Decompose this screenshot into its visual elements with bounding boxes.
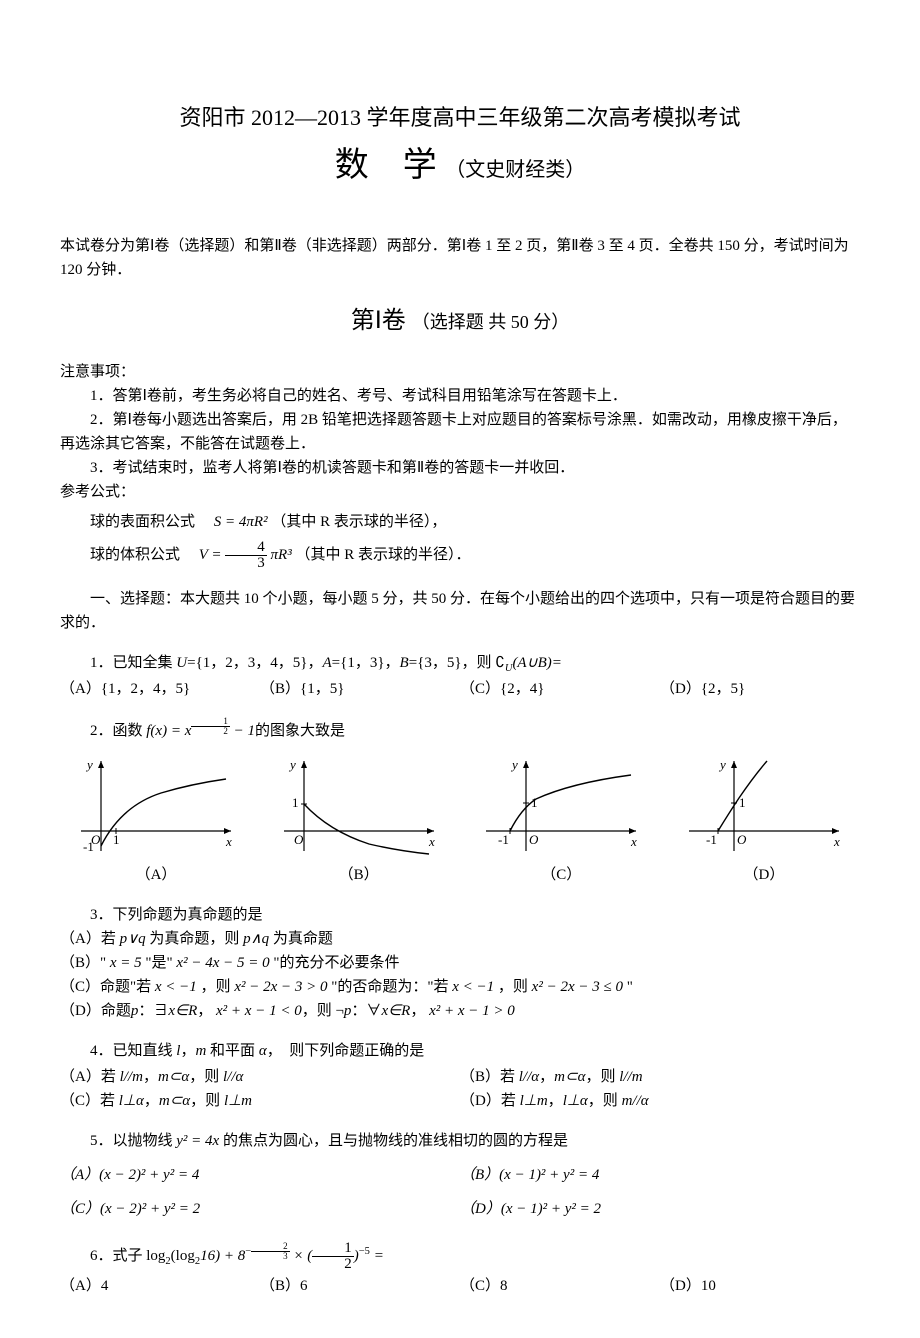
q4-opt-b: （B）若 l//α，m⊂α，则 l//m [460, 1065, 860, 1089]
question-3: 3．下列命题为真命题的是 （A）若 p∨q 为真命题，则 p∧q 为真命题 （B… [60, 903, 860, 1023]
q3-opt-a: （A）若 p∨q 为真命题，则 p∧q 为真命题 [60, 927, 860, 951]
q1-opt-c: （C）{2，4} [460, 677, 660, 701]
svg-text:-1: -1 [498, 832, 509, 847]
q4-options: （A）若 l//m，m⊂α，则 l//α （B）若 l//α，m⊂α，则 l//… [60, 1065, 860, 1113]
q1-stem: 1．已知全集 U={1，2，3，4，5}，A={1，3}，B={3，5}，则 ∁… [60, 651, 860, 675]
q2-label-d: （D） [668, 863, 860, 887]
question-5: 5．以抛物线 y² = 4x 的焦点为圆心，且与抛物线的准线相切的圆的方程是 （… [60, 1129, 860, 1221]
q2-graph-d: x y O -1 1 （D） [668, 751, 860, 887]
volume-math: V = [199, 547, 226, 563]
q5-stem: 5．以抛物线 y² = 4x 的焦点为圆心，且与抛物线的准线相切的圆的方程是 [60, 1129, 860, 1153]
graph-d-svg: x y O -1 1 [679, 751, 849, 861]
q2-stem: 2．函数 f(x) = x12 − 1的图象大致是 [60, 717, 860, 743]
q2-graph-a: x y O 1 -1 （A） [60, 751, 252, 887]
notice-title: 注意事项： [60, 360, 860, 384]
volume-math-2: πR³ [271, 547, 292, 563]
svg-text:x: x [833, 834, 840, 849]
svg-text:y: y [510, 757, 518, 772]
q2-graphs: x y O 1 -1 （A） x y O 1 [60, 751, 860, 887]
part1-title: 第Ⅰ卷 （选择题 共 50 分） [60, 302, 860, 340]
graph-b-svg: x y O 1 [274, 751, 444, 861]
q5-opt-a: （A）(x − 2)² + y² = 4 [60, 1163, 460, 1187]
graph-a-svg: x y O 1 -1 [71, 751, 241, 861]
q1-options: （A）{1，2，4，5} （B）{1，5} （C）{2，4} （D）{2，5} [60, 677, 860, 701]
surface-suffix: （其中 R 表示球的半径）， [271, 514, 446, 530]
question-4: 4．已知直线 l，m 和平面 α， 则下列命题正确的是 （A）若 l//m，m⊂… [60, 1039, 860, 1113]
q6-options: （A）4 （B）6 （C）8 （D）10 [60, 1274, 860, 1298]
svg-text:x: x [225, 834, 232, 849]
q1-opt-b: （B）{1，5} [260, 677, 460, 701]
volume-frac: 4 3 [225, 540, 267, 571]
part1-paren: （选择题 共 50 分） [412, 312, 570, 332]
svg-text:-1: -1 [706, 832, 717, 847]
q2-graph-b: x y O 1 （B） [263, 751, 455, 887]
svg-text:1: 1 [292, 795, 299, 810]
svg-text:y: y [718, 757, 726, 772]
notice-item: 2．第Ⅰ卷每小题选出答案后，用 2B 铅笔把选择题答题卡上对应题目的答案标号涂黑… [60, 408, 860, 456]
svg-text:1: 1 [113, 832, 120, 847]
surface-math: S = 4πR² [214, 514, 268, 530]
q1-opt-d: （D）{2，5} [660, 677, 860, 701]
surface-prefix: 球的表面积公式 [90, 514, 210, 530]
svg-text:O: O [737, 832, 747, 847]
notice-item: 3．考试结束时，监考人将第Ⅰ卷的机读答题卡和第Ⅱ卷的答题卡一并收回． [60, 456, 860, 480]
q6-opt-c: （C）8 [460, 1274, 660, 1298]
q2-label-c: （C） [465, 863, 657, 887]
volume-prefix: 球的体积公式 [90, 547, 195, 563]
q3-opt-d: （D）命题p：∃x∈R， x² + x − 1 < 0，则 ¬p：∀x∈R， x… [60, 999, 860, 1023]
graph-c-svg: x y O -1 1 [476, 751, 646, 861]
surface-formula: 球的表面积公式 S = 4πR² （其中 R 表示球的半径）， [60, 510, 860, 534]
subject-name: 数 学 [335, 147, 437, 184]
svg-text:O: O [294, 832, 304, 847]
volume-suffix: （其中 R 表示球的半径）． [295, 547, 470, 563]
q6-opt-d: （D）10 [660, 1274, 860, 1298]
q2-graph-c: x y O -1 1 （C） [465, 751, 657, 887]
q4-opt-a: （A）若 l//m，m⊂α，则 l//α [60, 1065, 460, 1089]
main-title: 资阳市 2012—2013 学年度高中三年级第二次高考模拟考试 [60, 100, 860, 135]
q5-opt-b: （B）(x − 1)² + y² = 4 [460, 1163, 860, 1187]
question-6: 6．式子 log2(log216) + 8−23 × (12)−5 = （A）4… [60, 1241, 860, 1298]
svg-text:x: x [428, 834, 435, 849]
q2-label-a: （A） [60, 863, 252, 887]
subject-title: 数 学 （文史财经类） [60, 139, 860, 193]
q5-opt-c: （C）(x − 2)² + y² = 2 [60, 1197, 460, 1221]
question-1: 1．已知全集 U={1，2，3，4，5}，A={1，3}，B={3，5}，则 ∁… [60, 651, 860, 701]
notice-block: 注意事项： 1．答第Ⅰ卷前，考生务必将自己的姓名、考号、考试科目用铅笔涂写在答题… [60, 360, 860, 480]
q4-opt-c: （C）若 l⊥α，m⊂α，则 l⊥m [60, 1089, 460, 1113]
q4-opt-d: （D）若 l⊥m，l⊥α，则 m//α [460, 1089, 860, 1113]
q2-label-b: （B） [263, 863, 455, 887]
q3-opt-c: （C）命题"若 x < −1 ，则 x² − 2x − 3 > 0 "的否命题为… [60, 975, 860, 999]
svg-text:O: O [529, 832, 539, 847]
q1-opt-a: （A）{1，2，4，5} [60, 677, 260, 701]
q6-opt-b: （B）6 [260, 1274, 460, 1298]
notice-item: 1．答第Ⅰ卷前，考生务必将自己的姓名、考号、考试科目用铅笔涂写在答题卡上． [60, 384, 860, 408]
exam-intro: 本试卷分为第Ⅰ卷（选择题）和第Ⅱ卷（非选择题）两部分．第Ⅰ卷 1 至 2 页，第… [60, 234, 860, 282]
q5-options: （A）(x − 2)² + y² = 4 （B）(x − 1)² + y² = … [60, 1163, 860, 1221]
q3-stem: 3．下列命题为真命题的是 [60, 903, 860, 927]
svg-text:y: y [288, 757, 296, 772]
question-2: 2．函数 f(x) = x12 − 1的图象大致是 x y O 1 -1 （A） [60, 717, 860, 887]
q4-stem: 4．已知直线 l，m 和平面 α， 则下列命题正确的是 [60, 1039, 860, 1063]
svg-text:y: y [85, 757, 93, 772]
q3-opt-b: （B）" x = 5 "是" x² − 4x − 5 = 0 "的充分不必要条件 [60, 951, 860, 975]
subject-category: （文史财经类） [445, 159, 585, 181]
q6-opt-a: （A）4 [60, 1274, 260, 1298]
q6-stem: 6．式子 log2(log216) + 8−23 × (12)−5 = [60, 1241, 860, 1272]
part1-name: 第Ⅰ卷 [351, 308, 406, 334]
q5-opt-d: （D）(x − 1)² + y² = 2 [460, 1197, 860, 1221]
svg-text:x: x [630, 834, 637, 849]
svg-text:-1: -1 [83, 839, 94, 854]
reference-title: 参考公式： [60, 480, 860, 504]
volume-formula: 球的体积公式 V = 4 3 πR³ （其中 R 表示球的半径）． [60, 540, 860, 571]
section1-intro: 一、选择题：本大题共 10 个小题，每小题 5 分，共 50 分．在每个小题给出… [60, 587, 860, 635]
